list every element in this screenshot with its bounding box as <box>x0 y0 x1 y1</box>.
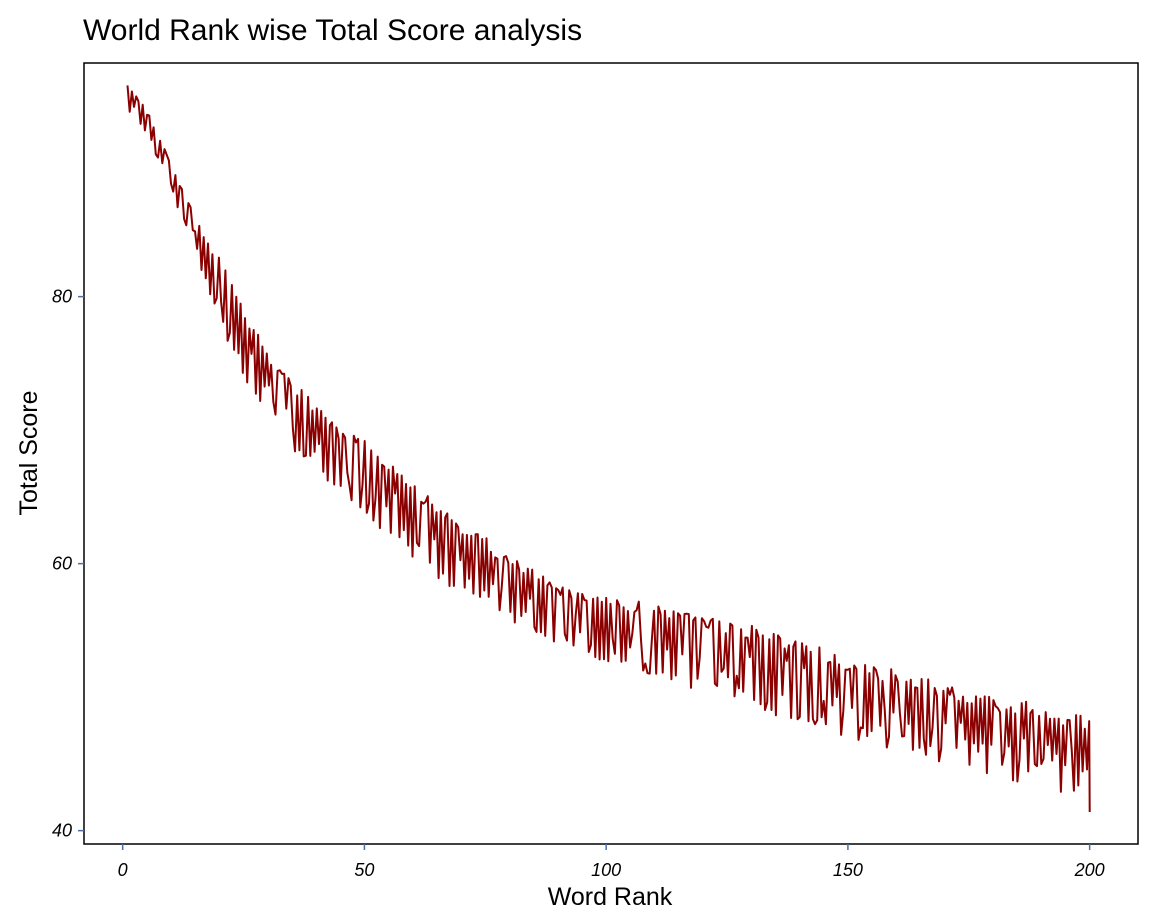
x-tick-label: 200 <box>1074 860 1105 880</box>
x-tick-label: 50 <box>354 860 374 880</box>
y-tick-label: 60 <box>52 554 72 574</box>
y-tick-label: 40 <box>52 821 72 841</box>
chart-title: World Rank wise Total Score analysis <box>83 14 582 47</box>
y-axis-title: Total Score <box>15 390 43 515</box>
series-line <box>126 85 1091 813</box>
x-tick-label: 100 <box>591 860 621 880</box>
plot-area <box>83 62 1139 845</box>
x-tick-label: 0 <box>118 860 128 880</box>
x-axis-title: Word Rank <box>548 883 673 911</box>
x-tick-label: 150 <box>833 860 863 880</box>
y-tick-label: 80 <box>52 287 72 307</box>
axis-ticks: 0 50 100 150 200 40 60 80 <box>52 287 1105 880</box>
